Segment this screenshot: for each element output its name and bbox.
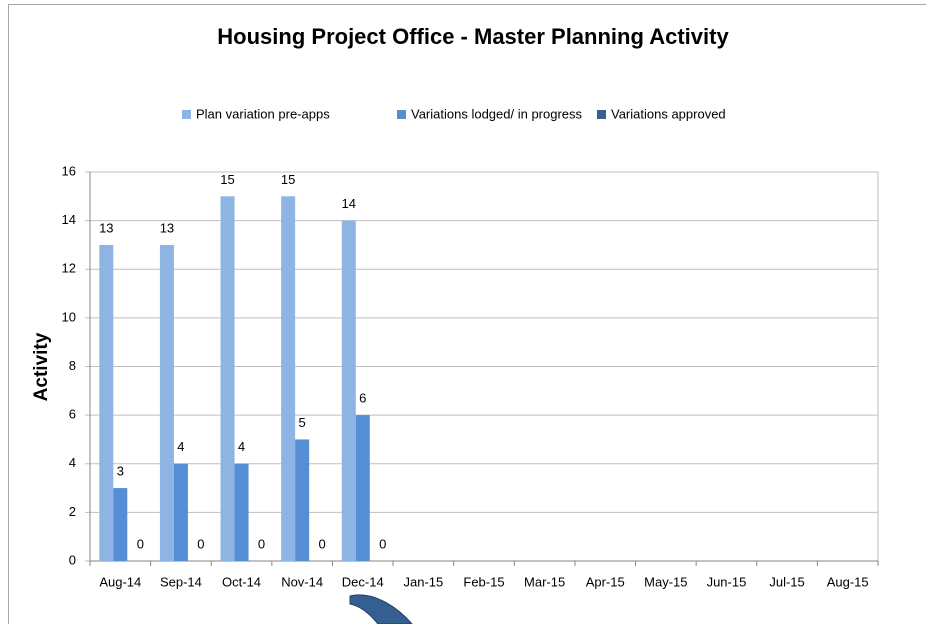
bar	[173, 463, 188, 561]
data-label: 15	[220, 172, 234, 187]
x-tick-label: May-15	[644, 574, 687, 589]
x-tick-label: Sep-14	[160, 574, 202, 589]
bar	[159, 244, 174, 561]
data-label: 0	[319, 536, 326, 551]
bar	[99, 244, 114, 561]
x-tick-label: Apr-15	[586, 574, 625, 589]
x-tick-label: Oct-14	[222, 574, 261, 589]
bar	[234, 463, 249, 561]
data-label: 14	[342, 196, 356, 211]
y-tick-label: 10	[62, 309, 76, 324]
data-label: 6	[359, 391, 366, 406]
data-label: 0	[258, 536, 265, 551]
bar	[281, 196, 296, 561]
data-label: 0	[379, 536, 386, 551]
chart-title: Housing Project Office - Master Planning…	[217, 24, 729, 49]
data-label: 3	[117, 464, 124, 479]
y-tick-label: 16	[62, 163, 76, 178]
x-tick-label: Mar-15	[524, 574, 565, 589]
x-tick-label: Jan-15	[404, 574, 444, 589]
y-tick-label: 0	[69, 552, 76, 567]
chart-frame	[8, 4, 926, 624]
bar	[355, 415, 370, 561]
data-label: 0	[137, 536, 144, 551]
arrow-decoration	[349, 594, 413, 624]
legend-label: Variations lodged/ in progress	[411, 106, 583, 121]
y-tick-label: 14	[62, 212, 76, 227]
data-label: 13	[160, 220, 174, 235]
bar	[341, 220, 356, 561]
legend-swatch	[182, 110, 191, 119]
x-tick-label: Aug-15	[827, 574, 869, 589]
data-label: 0	[197, 536, 204, 551]
legend-swatch	[597, 110, 606, 119]
x-tick-label: Jul-15	[769, 574, 804, 589]
legend-label: Plan variation pre-apps	[196, 106, 330, 121]
bar	[220, 196, 235, 561]
y-axis-label: Activity	[31, 332, 52, 401]
y-tick-label: 8	[69, 358, 76, 373]
data-label: 4	[238, 439, 245, 454]
x-tick-label: Jun-15	[707, 574, 747, 589]
legend-swatch	[397, 110, 406, 119]
y-tick-label: 4	[69, 455, 76, 470]
x-tick-label: Aug-14	[99, 574, 141, 589]
bar	[295, 439, 310, 561]
bar	[113, 488, 128, 561]
data-label: 13	[99, 220, 113, 235]
y-tick-label: 6	[69, 407, 76, 422]
y-tick-label: 2	[69, 504, 76, 519]
legend-label: Variations approved	[611, 106, 726, 121]
data-label: 15	[281, 172, 295, 187]
data-label: 4	[177, 439, 184, 454]
x-tick-label: Nov-14	[281, 574, 323, 589]
data-label: 5	[299, 415, 306, 430]
x-tick-label: Dec-14	[342, 574, 384, 589]
y-tick-label: 12	[62, 261, 76, 276]
x-tick-label: Feb-15	[463, 574, 504, 589]
